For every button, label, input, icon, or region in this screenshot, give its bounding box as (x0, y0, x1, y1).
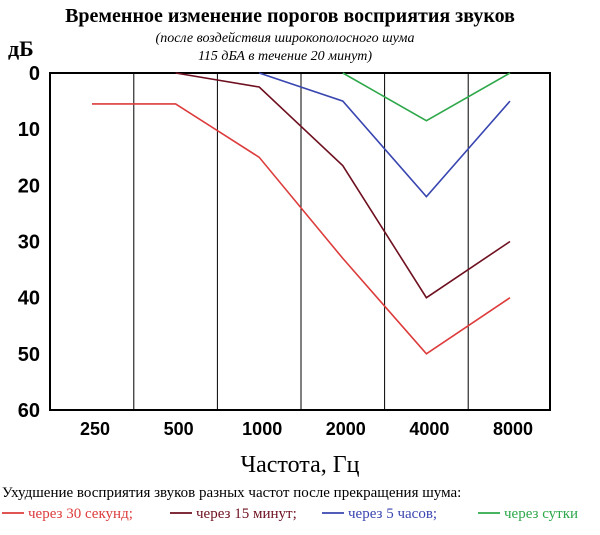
plot-frame (49, 72, 551, 411)
x-tick-label: 250 (80, 419, 110, 439)
y-tick-label: 50 (18, 344, 40, 366)
x-tick-label: 500 (164, 419, 194, 439)
series-line (175, 72, 511, 299)
chart-caption: Ухудшение восприятия звуков разных часто… (2, 485, 461, 501)
y-tick-label: 10 (18, 119, 40, 141)
series-line (342, 72, 511, 122)
y-tick-labels: 0 10 20 30 40 50 60 (18, 63, 40, 422)
series-lines (92, 72, 511, 355)
x-tick-label: 8000 (493, 419, 533, 439)
x-tick-label: 2000 (326, 419, 366, 439)
y-tick-label: 30 (18, 232, 40, 254)
legend-label: через 5 часов; (348, 506, 437, 522)
y-tick-label: 60 (18, 400, 40, 422)
chart-subtitle-line-1: (после воздействия широкополосного шума (156, 31, 415, 46)
y-tick-label: 40 (18, 288, 40, 310)
y-tick-label: 0 (29, 63, 40, 85)
vertical-gridlines (133, 73, 469, 410)
y-tick-label: 20 (18, 175, 40, 197)
legend: через 30 секунд; через 15 минут; через 5 ч… (2, 506, 578, 522)
chart-title: Временное изменение порогов восприятия з… (65, 5, 515, 27)
x-tick-label: 4000 (409, 419, 449, 439)
legend-label: через 15 минут; (196, 506, 297, 522)
y-axis-unit: дБ (8, 36, 34, 61)
series-line (258, 72, 511, 198)
x-axis-label: Частота, Гц (241, 452, 360, 478)
x-tick-label: 1000 (242, 419, 282, 439)
series-line (92, 103, 511, 355)
x-tick-labels: 250 500 1000 2000 4000 8000 (80, 419, 533, 439)
chart-subtitle-line-2: 115 дБА в течение 20 минут) (198, 49, 372, 64)
legend-label: через 30 секунд; (28, 506, 133, 522)
legend-label: через сутки (504, 506, 578, 522)
